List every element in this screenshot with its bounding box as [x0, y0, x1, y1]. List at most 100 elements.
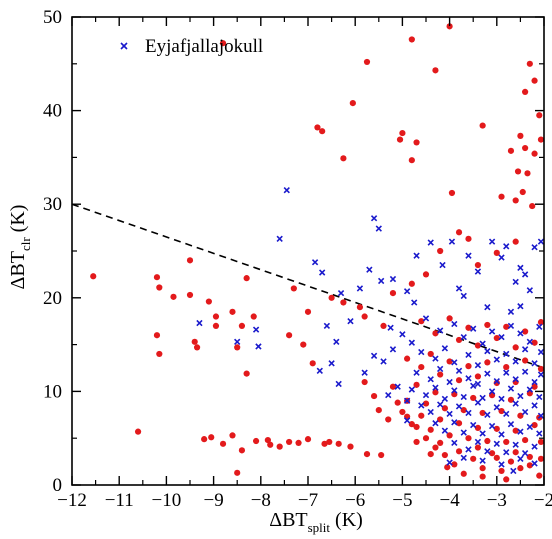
data-point-eyjafjallajokull	[465, 351, 472, 359]
y-tick-label: 40	[43, 101, 62, 122]
data-point-red	[531, 77, 538, 84]
data-point-red	[418, 363, 425, 371]
data-point-eyjafjallajokull	[318, 269, 326, 276]
data-point-eyjafjallajokull	[427, 239, 434, 246]
data-point-red	[418, 412, 425, 419]
data-point-red	[493, 379, 500, 387]
data-point-eyjafjallajokull	[521, 450, 529, 457]
x-tick-label: −10	[152, 490, 182, 511]
data-point-eyjafjallajokull	[531, 244, 538, 251]
data-point-red	[153, 274, 161, 281]
data-point-eyjafjallajokull	[517, 303, 524, 310]
data-point-red	[484, 321, 491, 329]
data-point-red	[186, 291, 194, 299]
data-point-red	[212, 313, 220, 320]
data-point-red	[529, 202, 536, 210]
data-point-eyjafjallajokull	[507, 308, 515, 316]
data-point-red	[90, 273, 97, 280]
data-point-eyjafjallajokull	[537, 371, 545, 378]
data-point-red	[300, 341, 307, 348]
data-point-eyjafjallajokull	[474, 362, 482, 369]
data-point-eyjafjallajokull	[408, 386, 416, 393]
data-point-eyjafjallajokull	[389, 346, 397, 353]
data-point-eyjafjallajokull	[380, 358, 387, 365]
data-point-red	[408, 36, 415, 43]
data-point-red	[441, 451, 448, 459]
data-point-red	[479, 122, 486, 129]
data-point-red	[437, 439, 444, 446]
data-point-eyjafjallajokull	[361, 369, 368, 376]
data-point-eyjafjallajokull	[470, 421, 477, 429]
data-point-red	[514, 168, 522, 175]
data-point-red	[156, 350, 163, 358]
y-tick-label: 50	[43, 7, 62, 28]
data-point-red	[507, 147, 515, 154]
data-point-eyjafjallajokull	[451, 419, 458, 426]
data-point-red	[493, 425, 500, 432]
data-point-eyjafjallajokull	[356, 285, 364, 292]
data-point-red	[512, 238, 519, 245]
data-point-red	[503, 363, 510, 371]
data-point-red	[389, 290, 397, 297]
data-point-red	[465, 235, 472, 242]
data-point-red	[276, 443, 283, 450]
data-point-red	[363, 451, 371, 458]
data-point-red	[238, 447, 246, 454]
data-point-eyjafjallajokull	[252, 326, 260, 333]
data-point-red	[396, 136, 404, 143]
data-point-eyjafjallajokull	[335, 380, 342, 388]
data-point-eyjafjallajokull	[479, 430, 486, 437]
data-point-eyjafjallajokull	[484, 370, 491, 377]
data-point-eyjafjallajokull	[488, 388, 496, 395]
data-point-red	[134, 428, 142, 435]
data-point-eyjafjallajokull	[323, 322, 331, 330]
data-point-eyjafjallajokull	[422, 315, 430, 322]
data-point-red	[229, 432, 236, 439]
data-point-red	[153, 332, 161, 339]
data-point-eyjafjallajokull	[531, 360, 538, 367]
data-point-eyjafjallajokull	[474, 438, 482, 446]
data-point-red	[328, 294, 335, 301]
data-point-eyjafjallajokull	[498, 254, 505, 261]
data-point-eyjafjallajokull	[427, 408, 434, 416]
data-point-eyjafjallajokull	[503, 410, 510, 418]
data-point-red	[474, 373, 482, 380]
y-axis-title-main: ΔBT	[7, 251, 29, 289]
legend-x-marker	[120, 42, 128, 50]
data-point-eyjafjallajokull	[403, 417, 411, 424]
data-point-red	[193, 344, 201, 351]
data-point-red	[507, 396, 515, 403]
data-point-eyjafjallajokull	[503, 350, 510, 358]
data-point-red	[474, 342, 482, 349]
data-point-red	[470, 394, 477, 402]
data-point-red	[484, 437, 491, 445]
data-point-red	[474, 424, 482, 432]
data-point-red	[441, 405, 448, 412]
data-point-eyjafjallajokull	[526, 338, 534, 345]
data-point-red	[413, 139, 420, 146]
data-point-red	[531, 150, 538, 157]
data-point-eyjafjallajokull	[389, 275, 397, 283]
data-point-eyjafjallajokull	[498, 395, 505, 403]
data-point-red	[465, 324, 472, 331]
data-point-red	[267, 441, 274, 448]
data-point-red	[465, 363, 472, 370]
data-point-eyjafjallajokull	[498, 431, 505, 438]
legend: Eyjafjallajokull	[120, 36, 263, 57]
data-point-red	[498, 467, 505, 475]
x-tick-label: −11	[105, 490, 134, 511]
x-axis-title-unit: (K)	[330, 509, 363, 531]
data-point-red	[170, 293, 177, 300]
data-point-red	[537, 455, 545, 462]
x-tick-label: −7	[298, 490, 318, 511]
data-point-eyjafjallajokull	[510, 467, 517, 475]
data-point-red	[205, 298, 212, 305]
data-point-red	[427, 426, 434, 433]
data-point-eyjafjallajokull	[460, 292, 467, 300]
data-point-red	[229, 308, 236, 315]
data-point-eyjafjallajokull	[465, 252, 472, 259]
data-point-eyjafjallajokull	[536, 430, 543, 437]
data-point-red	[404, 355, 411, 362]
data-point-eyjafjallajokull	[488, 328, 496, 335]
data-point-eyjafjallajokull	[488, 238, 496, 245]
